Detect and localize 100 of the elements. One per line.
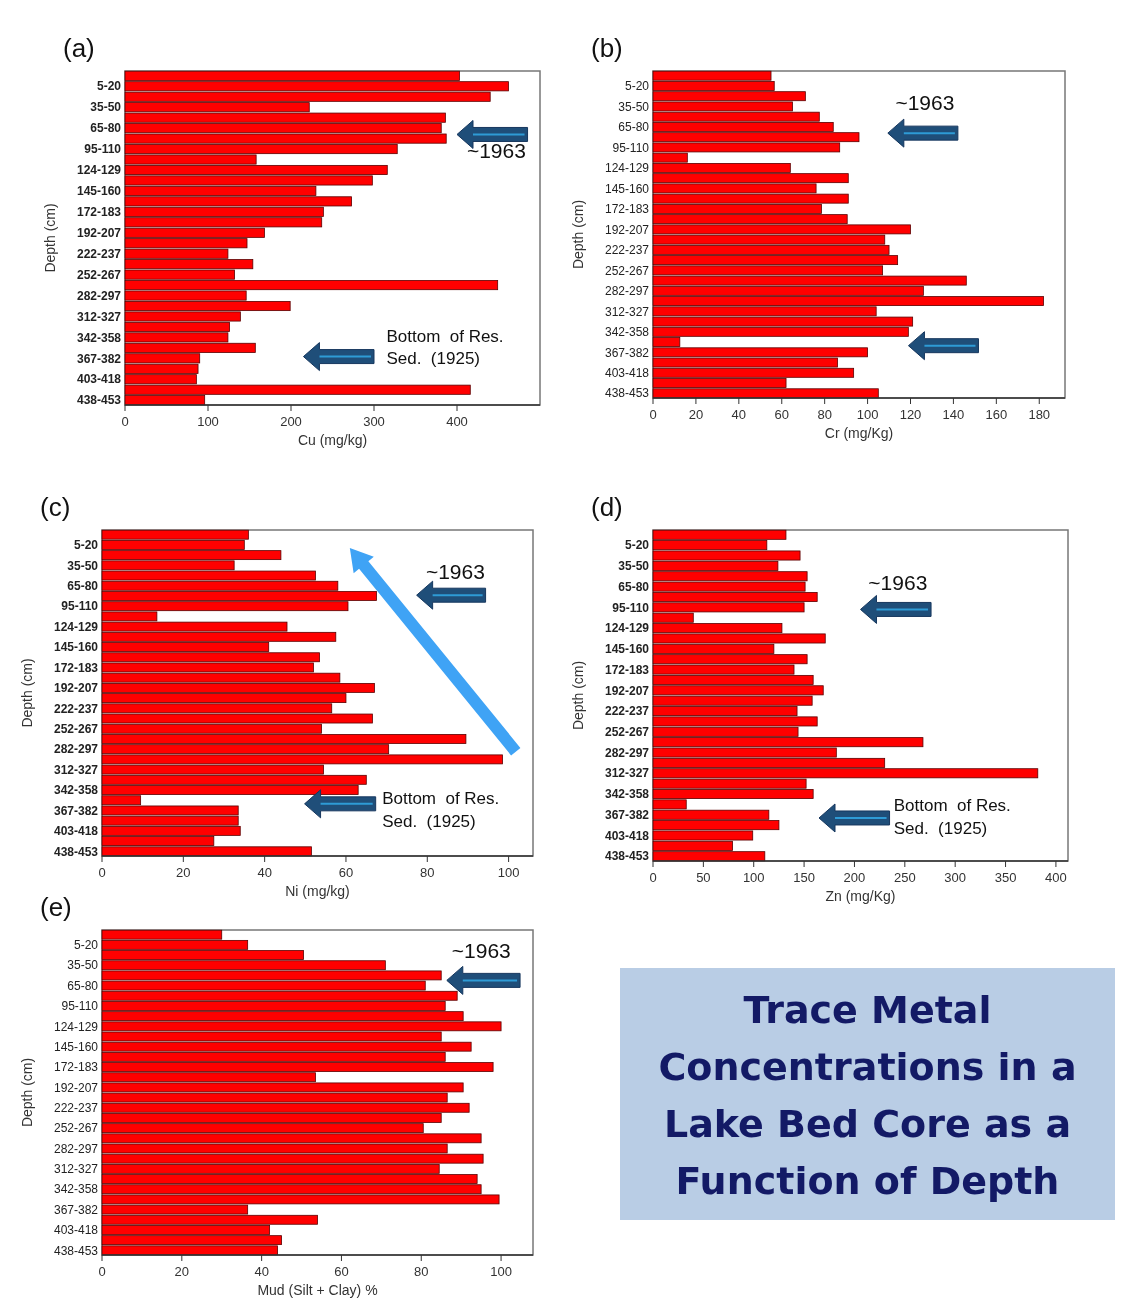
x-tick-label: 80 — [817, 407, 832, 422]
y-tick-label: 145-160 — [53, 640, 99, 655]
y-tick-label: 222-237 — [53, 1100, 99, 1115]
y-tick-label: 192-207 — [53, 681, 99, 696]
y-tick-label: 5-20 — [73, 538, 99, 553]
x-tick-label: 300 — [363, 414, 385, 429]
annotation: ~1963 — [466, 138, 526, 162]
y-tick-label: 252-267 — [604, 263, 650, 278]
y-tick-label: 403-418 — [604, 828, 650, 843]
y-tick-label: 282-297 — [604, 745, 650, 760]
chart-title: (c) — [40, 492, 71, 522]
y-tick-label: 252-267 — [604, 724, 650, 739]
x-tick-label: 0 — [649, 870, 657, 885]
y-tick-label: 438-453 — [53, 1243, 99, 1258]
y-tick-label: 172-183 — [604, 662, 650, 677]
y-tick-label: 145-160 — [53, 1039, 99, 1054]
x-tick-label: 140 — [942, 407, 965, 422]
y-tick-label: 252-267 — [53, 721, 99, 736]
y-tick-label: 438-453 — [76, 393, 122, 408]
y-tick-label: 192-207 — [76, 225, 122, 240]
y-tick-label: 222-237 — [76, 246, 122, 261]
annotation: Bottom of Res. Sed. (1925) — [386, 326, 504, 369]
x-tick-label: 40 — [257, 865, 272, 880]
x-tick-label: 100 — [490, 1264, 512, 1279]
y-tick-label: 35-50 — [67, 958, 99, 973]
y-tick-label: 282-297 — [604, 284, 650, 299]
y-tick-label: 222-237 — [53, 701, 99, 716]
x-tick-label: 20 — [174, 1264, 190, 1279]
y-tick-label: 65-80 — [67, 978, 99, 993]
y-tick-label: 282-297 — [53, 1141, 99, 1156]
y-tick-label: 282-297 — [53, 742, 99, 757]
y-tick-label: 145-160 — [604, 181, 650, 196]
y-tick-label: 172-183 — [53, 660, 99, 675]
y-tick-label: 124-129 — [604, 621, 650, 636]
y-tick-label: 403-418 — [53, 1223, 99, 1238]
y-tick-label: 312-327 — [604, 766, 650, 781]
y-tick-label: 65-80 — [90, 121, 122, 136]
x-tick-label: 350 — [994, 870, 1017, 885]
y-tick-label: 145-160 — [76, 184, 122, 199]
y-tick-label: 342-358 — [76, 330, 122, 345]
y-tick-label: 367-382 — [604, 807, 650, 822]
chart-title: (d) — [591, 492, 623, 522]
y-tick-label: 342-358 — [604, 787, 650, 802]
x-tick-label: 400 — [1045, 870, 1067, 885]
x-tick-label: 0 — [98, 1264, 106, 1279]
x-tick-label: 20 — [688, 407, 704, 422]
y-tick-label: 312-327 — [53, 762, 99, 777]
y-tick-label: 403-418 — [604, 366, 650, 380]
y-axis-title: Depth (cm) — [42, 203, 58, 273]
y-tick-label: 438-453 — [53, 844, 99, 859]
x-axis-title: Mud (Silt + Clay) % — [257, 1282, 378, 1298]
y-tick-label: 192-207 — [53, 1080, 99, 1095]
y-tick-label: 367-382 — [53, 803, 99, 818]
y-tick-label: 438-453 — [604, 386, 650, 401]
x-tick-label: 40 — [254, 1264, 269, 1279]
y-tick-label: 192-207 — [604, 683, 650, 698]
y-tick-label: 145-160 — [604, 642, 650, 657]
y-tick-label: 124-129 — [53, 1019, 99, 1034]
x-axis-title: Cu (mg/kg) — [297, 432, 368, 448]
chart-title: (b) — [591, 33, 623, 63]
y-tick-label: 35-50 — [67, 558, 99, 573]
y-tick-label: 95-110 — [612, 600, 650, 615]
y-tick-label: 5-20 — [73, 938, 99, 953]
chart-title: (a) — [63, 33, 95, 63]
y-tick-label: 65-80 — [618, 120, 650, 135]
y-tick-label: 5-20 — [96, 79, 122, 94]
y-tick-label: 192-207 — [604, 222, 650, 237]
text: Trace Metal Concentrations in a Lake Bed Core as a Function of Depth — [658, 988, 1077, 1203]
x-axis-title: Cr (mg/Kg) — [824, 425, 894, 441]
y-tick-label: 438-453 — [604, 849, 650, 864]
y-tick-label: 403-418 — [53, 824, 99, 839]
y-tick-label: 35-50 — [618, 559, 650, 574]
y-tick-label: 312-327 — [76, 309, 122, 324]
x-tick-label: 0 — [98, 865, 106, 880]
y-tick-label: 95-110 — [61, 599, 99, 614]
x-tick-label: 40 — [731, 407, 747, 422]
x-tick-label: 100 — [497, 865, 520, 880]
x-tick-label: 250 — [893, 870, 916, 885]
x-tick-label: 80 — [420, 865, 435, 880]
y-tick-label: 252-267 — [76, 267, 122, 282]
y-tick-label: 124-129 — [604, 161, 650, 176]
y-tick-label: 35-50 — [90, 100, 122, 115]
y-tick-label: 95-110 — [61, 999, 99, 1014]
annotation: ~1963 — [895, 91, 955, 115]
annotation: ~1963 — [868, 570, 928, 594]
x-tick-label: 400 — [446, 414, 468, 429]
y-tick-label: 367-382 — [604, 345, 650, 360]
x-tick-label: 100 — [856, 407, 879, 422]
y-tick-label: 252-267 — [53, 1121, 99, 1136]
y-tick-label: 367-382 — [53, 1202, 99, 1217]
y-axis-title: Depth (cm) — [570, 660, 586, 731]
y-axis-title: Depth (cm) — [19, 658, 35, 728]
x-tick-label: 150 — [793, 870, 815, 885]
x-axis-title: Zn (mg/Kg) — [825, 888, 896, 904]
x-tick-label: 200 — [280, 414, 302, 429]
x-tick-label: 60 — [774, 407, 789, 422]
y-tick-label: 65-80 — [618, 579, 650, 594]
y-axis-title: Depth (cm) — [19, 1057, 35, 1128]
y-tick-label: 5-20 — [624, 79, 650, 94]
y-tick-label: 5-20 — [624, 538, 650, 553]
